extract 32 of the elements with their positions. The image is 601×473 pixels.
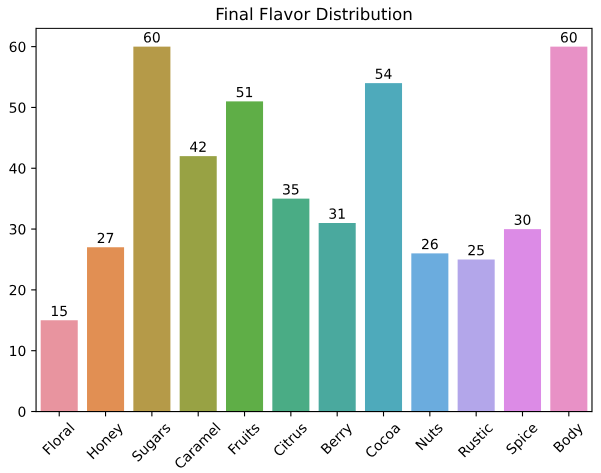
data-label: 42 <box>190 142 206 152</box>
y-tick-label: 60 <box>10 42 26 52</box>
bar <box>40 320 78 412</box>
data-label: 60 <box>560 32 577 43</box>
data-label: 60 <box>144 32 160 43</box>
y-tick-label: 50 <box>10 102 26 113</box>
data-label: 51 <box>236 86 252 98</box>
data-label: 27 <box>98 232 114 244</box>
data-label: 25 <box>468 244 484 256</box>
data-label: 26 <box>422 238 438 250</box>
bar <box>504 229 542 412</box>
data-label: 54 <box>376 68 392 80</box>
data-label: 15 <box>52 306 67 316</box>
bar <box>411 253 448 412</box>
y-tick-label: 30 <box>10 224 26 235</box>
bar <box>550 46 588 412</box>
y-tick-label: 0 <box>18 406 26 417</box>
data-label: 35 <box>283 184 298 195</box>
y-tick-label: 10 <box>10 346 26 356</box>
y-tick-label: 40 <box>9 163 26 174</box>
bar <box>272 198 310 412</box>
data-label: 30 <box>514 214 530 225</box>
bar <box>133 46 170 412</box>
data-label: 31 <box>329 208 345 219</box>
bar <box>458 259 495 412</box>
y-tick-label: 20 <box>10 284 26 296</box>
bar <box>180 156 217 412</box>
bar <box>87 247 124 412</box>
bar <box>364 83 402 412</box>
bar <box>318 222 356 412</box>
bar <box>226 101 264 412</box>
chart-title: Final Flavor Distribution <box>216 7 412 20</box>
